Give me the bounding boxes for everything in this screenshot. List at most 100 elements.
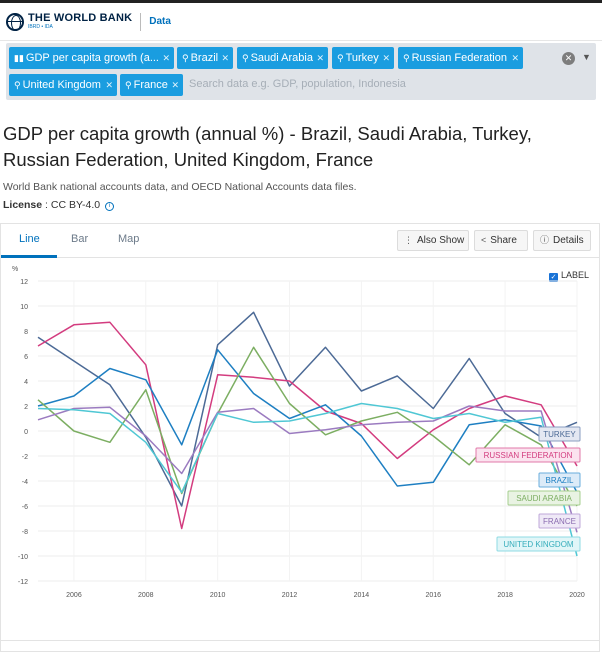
x-tick-label: 2018 [497,592,513,599]
remove-chip-icon[interactable]: ✕ [105,80,113,90]
series-line-united-kingdom [37,402,578,557]
chip-france[interactable]: ⚲ France ✕ [120,74,183,96]
x-tick-label: 2012 [282,592,298,599]
label-toggle[interactable]: ✓ LABEL [549,270,590,282]
y-axis-label: % [12,266,18,273]
x-tick-label: 2016 [425,592,441,599]
y-tick-label: -12 [18,579,28,586]
y-tick-label: 8 [24,329,28,336]
series-label-box [475,447,581,463]
bar-chart-icon: ▮▮ [14,53,24,63]
globe-icon [6,12,24,31]
chip-label: Turkey [345,52,379,64]
series-label-box [538,472,581,488]
top-accent-line [0,0,602,3]
chip-turkey[interactable]: ⚲ Turkey ✕ [332,47,394,69]
selection-bar[interactable]: ▮▮ GDP per capita growth (a... ✕ ⚲ Brazil … [6,43,596,100]
info-circle-icon: ⓘ [540,235,550,245]
checkbox-checked-icon: ✓ [549,273,558,282]
chip-label: France [133,79,168,91]
y-tick-label: -8 [22,529,28,536]
share-icon: < [481,235,487,245]
tab-bar[interactable]: Bar [71,233,89,245]
x-tick-label: 2008 [138,592,154,599]
series-line-saudi-arabia [37,346,578,507]
series-label-box [538,513,581,529]
x-tick-label: 2020 [569,592,585,599]
series-line-russian-federation [37,321,578,530]
search-input[interactable]: Search data e.g. GDP, population, Indone… [189,78,406,90]
chevron-down-icon[interactable]: ▼ [582,52,591,62]
remove-chip-icon[interactable]: ✕ [162,53,170,63]
data-home-link[interactable]: Data [149,16,171,27]
x-tick-label: 2010 [210,592,226,599]
chip-united-kingdom[interactable]: ⚲ United Kingdom ✕ [9,74,117,96]
y-tick-label: -6 [22,504,28,511]
chip-label: Saudi Arabia [250,52,313,64]
series-label-box [538,426,581,442]
series-line-brazil [37,349,578,493]
remove-chip-icon[interactable]: ✕ [221,53,229,63]
license-value: : CC BY-4.0 [42,199,101,211]
remove-chip-icon[interactable]: ✕ [382,53,390,63]
data-source: World Bank national accounts data, and O… [3,181,357,193]
remove-chip-icon[interactable]: ✕ [171,80,179,90]
site-header: THE WORLD BANK IBRD • IDA Data [0,3,602,41]
clear-all-icon[interactable]: ✕ [562,52,575,65]
logo-subtitle: IBRD • IDA [28,24,53,30]
series-label: FRANCE [543,517,576,526]
tab-line[interactable]: Line [19,233,40,245]
y-tick-label: 0 [24,429,28,436]
world-bank-logo[interactable]: THE WORLD BANK IBRD • IDA [6,12,133,31]
x-tick-label: 2006 [66,592,82,599]
chip-saudi-arabia[interactable]: ⚲ Saudi Arabia ✕ [237,47,328,69]
series-line-france [37,405,578,533]
map-marker-icon: ⚲ [182,53,189,63]
info-icon[interactable]: i [105,202,115,211]
series-line-turkey [37,311,578,507]
share-button[interactable]: < Share [474,230,528,251]
remove-chip-icon[interactable]: ✕ [511,53,519,63]
page-title: GDP per capita growth (annual %) - Brazi… [3,123,532,170]
y-tick-label: 10 [20,304,28,311]
series-label-box [496,536,581,552]
license-label: License [3,199,43,211]
x-tick-label: 2014 [354,592,370,599]
map-marker-icon: ⚲ [403,53,410,63]
active-tab-indicator [1,255,57,258]
chip-label: Russian Federation [411,52,507,64]
chart-tabs: Line Bar Map ⋮ Also Show < Share ⓘ Details [1,224,599,258]
y-tick-label: -2 [22,454,28,461]
more-vertical-icon: ⋮ [404,235,413,245]
series-label: TURKEY [543,430,576,439]
chip-label: GDP per capita growth (a... [25,52,159,64]
series-label: BRAZIL [545,476,574,485]
y-tick-label: 2 [24,404,28,411]
panel-footer [0,640,600,652]
map-marker-icon: ⚲ [125,80,132,90]
also-show-button[interactable]: ⋮ Also Show [397,230,469,251]
chip-russian-federation[interactable]: ⚲ Russian Federation ✕ [398,47,523,69]
y-tick-label: 12 [20,279,28,286]
logo-title: THE WORLD BANK [28,12,133,24]
map-marker-icon: ⚲ [242,53,249,63]
y-tick-label: -10 [18,554,28,561]
header-divider [140,12,142,31]
remove-chip-icon[interactable]: ✕ [316,53,324,63]
chip-brazil[interactable]: ⚲ Brazil ✕ [177,47,233,69]
series-label: RUSSIAN FEDERATION [484,451,573,460]
chip-label: United Kingdom [22,79,101,91]
details-button[interactable]: ⓘ Details [533,230,591,251]
line-chart: -12 -10 -8 -6 -4 -2 0 2 4 6 8 10 12 2006 2008 2010 2012 2… [12,266,585,599]
series-label: UNITED KINGDOM [503,540,574,549]
map-marker-icon: ⚲ [337,53,344,63]
license-info: License : CC BY-4.0 i [3,199,115,211]
chip-label: Brazil [190,52,219,64]
series-label: SAUDI ARABIA [516,494,572,503]
y-tick-label: -4 [22,479,28,486]
map-marker-icon: ⚲ [14,80,21,90]
chip-indicator[interactable]: ▮▮ GDP per capita growth (a... ✕ [9,47,174,69]
y-tick-label: 6 [24,354,28,361]
tab-map[interactable]: Map [118,233,140,245]
series-label-box [507,490,581,506]
